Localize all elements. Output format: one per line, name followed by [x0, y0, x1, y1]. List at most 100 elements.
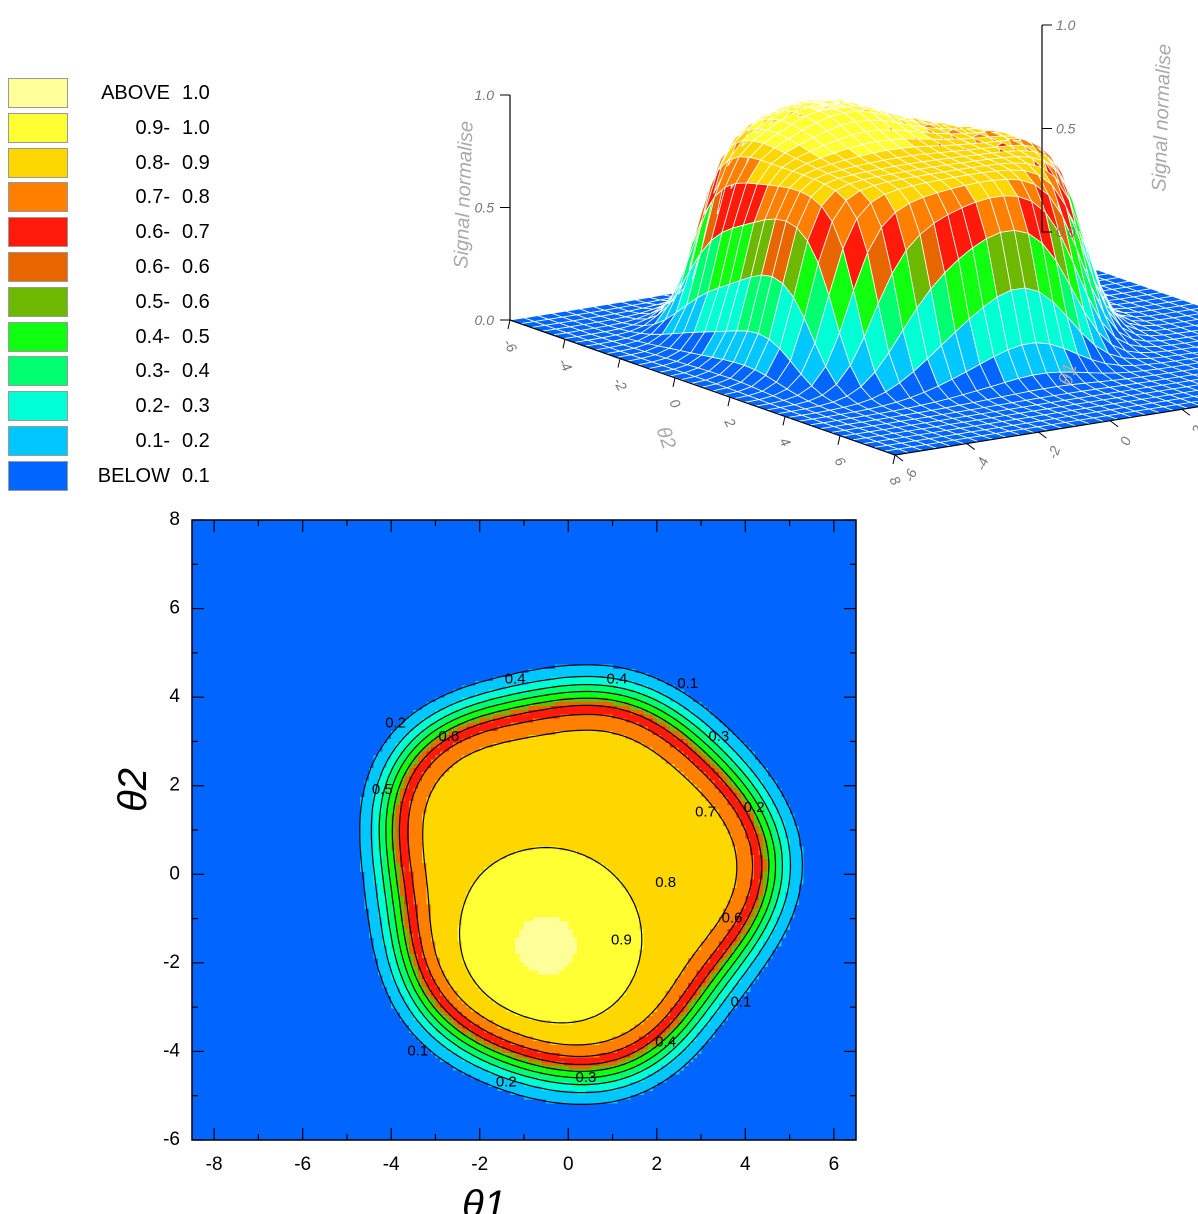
contour-cell	[413, 751, 419, 757]
contour-cell	[426, 768, 432, 773]
contour-cell	[470, 722, 476, 728]
contour-cell	[435, 908, 441, 914]
contour-cell	[506, 871, 512, 877]
contour-cell	[506, 970, 512, 976]
contour-cell	[506, 949, 512, 955]
contour-cell	[400, 1011, 406, 1017]
contour-cell	[501, 776, 507, 781]
contour-cell	[453, 817, 459, 823]
contour-cell	[404, 937, 410, 943]
contour-cell	[546, 809, 552, 815]
contour-cell	[470, 842, 476, 848]
contour-cell	[386, 896, 392, 901]
contour-cell	[484, 830, 490, 835]
contour-cell	[417, 958, 423, 963]
contour-cell	[510, 801, 516, 806]
contour-cell	[519, 672, 525, 678]
contour-cell	[546, 908, 552, 914]
contour-cell	[373, 871, 379, 877]
contour-cell	[470, 801, 476, 806]
contour-cell	[493, 945, 499, 951]
contour-cell	[519, 1028, 525, 1034]
contour-cell	[519, 1073, 525, 1079]
contour-cell	[501, 999, 507, 1005]
contour-cell	[395, 991, 401, 996]
contour-cell	[479, 817, 485, 823]
theta2-tick-label: -4	[555, 355, 575, 374]
contour-cell	[457, 978, 463, 984]
contour-cell	[386, 846, 392, 852]
contour-cell	[448, 978, 454, 984]
contour-cell	[457, 842, 463, 848]
contour-cell	[435, 1036, 441, 1042]
contour-cell	[426, 1024, 432, 1029]
contour-cell	[426, 726, 432, 732]
contour-cell	[546, 751, 552, 757]
contour-cell	[541, 689, 547, 695]
contour-cell	[360, 821, 366, 827]
contour-cell	[515, 846, 521, 852]
contour-cell	[537, 759, 543, 765]
contour-cell	[448, 1011, 454, 1017]
contour-cell	[431, 904, 437, 910]
contour-cell	[408, 904, 414, 910]
contour-cell	[470, 817, 476, 823]
contour-cell	[426, 1028, 432, 1034]
contour-cell	[497, 706, 503, 711]
contour-cell	[444, 792, 450, 798]
contour-cell	[391, 871, 397, 877]
contour-cell	[532, 937, 538, 943]
contour-cell	[377, 937, 383, 943]
contour-cell	[400, 875, 406, 881]
contour-cell	[462, 842, 468, 848]
contour-cell	[453, 854, 459, 860]
contour-cell	[466, 1061, 472, 1067]
contour-cell	[400, 730, 406, 736]
contour-cell	[479, 925, 485, 930]
contour-cell	[395, 730, 401, 736]
contour-cell	[466, 821, 472, 827]
contour-cell	[528, 763, 534, 769]
contour-cell	[404, 751, 410, 757]
contour-cell	[488, 958, 494, 963]
contour-cell	[537, 908, 543, 914]
theta2-tick	[837, 435, 841, 445]
contour-cell	[541, 747, 547, 753]
contour-cell	[373, 842, 379, 848]
contour-cell	[488, 1082, 494, 1087]
contour-cell	[532, 949, 538, 955]
contour-cell	[537, 726, 543, 732]
contour-cell	[448, 982, 454, 988]
contour-cell	[541, 730, 547, 736]
contour-cell	[453, 912, 459, 918]
contour-cell	[541, 883, 547, 889]
contour-cell	[475, 776, 481, 781]
legend-entry: 0.6- 0.7	[8, 217, 228, 248]
contour-cell	[448, 966, 454, 972]
contour-cell	[360, 834, 366, 839]
contour-cell	[435, 871, 441, 877]
contour-cell	[466, 982, 472, 988]
contour-cell	[426, 875, 432, 881]
contour-cell	[448, 867, 454, 872]
contour-cell	[532, 887, 538, 893]
contour-cell	[515, 883, 521, 889]
contour-cell	[453, 689, 459, 695]
contour-cell	[510, 974, 516, 980]
surface-cell	[1195, 346, 1198, 349]
contour-cell	[541, 978, 547, 984]
contour-cell	[546, 755, 552, 761]
contour-cell	[444, 751, 450, 757]
contour-cell	[377, 867, 383, 872]
contour-cell	[506, 780, 512, 786]
contour-cell	[497, 1028, 503, 1034]
contour-cell	[546, 768, 552, 773]
contour-cell	[510, 995, 516, 1001]
contour-cell	[448, 933, 454, 939]
contour-cell	[479, 937, 485, 943]
contour-cell	[484, 974, 490, 980]
contour-cell	[391, 920, 397, 926]
contour-cell	[524, 892, 530, 897]
contour-cell	[506, 701, 512, 707]
contour-cell	[386, 817, 392, 823]
